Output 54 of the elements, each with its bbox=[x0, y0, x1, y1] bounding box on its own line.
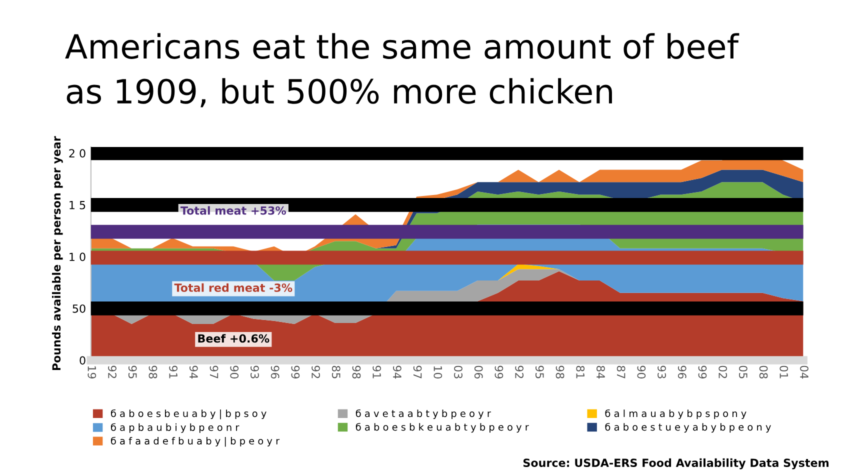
x-tick-label: 96 bbox=[678, 366, 686, 379]
ref-line-label: Beef +0.6% bbox=[198, 334, 270, 343]
x-tick-label: 02 bbox=[718, 366, 728, 378]
y-tick-label: 1 5 bbox=[70, 201, 86, 210]
x-tick-label: 96 bbox=[270, 366, 280, 379]
x-tick-label: 81 bbox=[576, 366, 585, 378]
legend-label: б a f a a d e f b u a b y | b p e o y r bbox=[110, 436, 280, 447]
x-tick-label: 85 bbox=[332, 366, 340, 378]
legend-label: б a b o e s t u e y a b y b p e o n y bbox=[605, 423, 771, 433]
x-tick-label: 92 bbox=[312, 366, 320, 378]
y-axis-title: Pounds available per person per year bbox=[52, 136, 63, 370]
legend-label: б a b o e s b k e u a b t y b p e o y r bbox=[356, 423, 529, 433]
x-tick-label: 92 bbox=[515, 366, 524, 378]
x-tick-label: 97 bbox=[210, 366, 218, 378]
legend-label: б a p b a u b i y b p e o n r bbox=[110, 423, 240, 433]
x-tick-label: 90 bbox=[637, 366, 646, 378]
x-tick-label: 05 bbox=[738, 366, 748, 378]
y-tick-label: 2 0 bbox=[69, 149, 86, 158]
x-tick-label: 91 bbox=[169, 366, 178, 378]
x-tick-label: 92 bbox=[108, 366, 116, 378]
x-tick-label: 98 bbox=[352, 366, 361, 378]
x-tick-label: 91 bbox=[372, 366, 382, 378]
x-tick-label: 90 bbox=[230, 366, 239, 378]
x-tick-label: 98 bbox=[556, 366, 564, 378]
x-tick-label: 08 bbox=[759, 366, 768, 378]
legend-label: б a b o e s b e u a b y | b p s o y bbox=[110, 409, 266, 420]
x-tick-label: 95 bbox=[128, 366, 137, 378]
x-tick-label: 03 bbox=[454, 366, 462, 378]
x-tick-label: 19 bbox=[88, 366, 96, 378]
ref-line-label: Total meat +53% bbox=[180, 206, 286, 215]
y-tick-label: 0 bbox=[80, 356, 86, 365]
x-tick-label: 01 bbox=[780, 366, 788, 378]
x-tick-label: 99 bbox=[494, 366, 504, 378]
y-tick-label: 50 bbox=[72, 304, 86, 313]
x-tick-label: 93 bbox=[250, 366, 259, 378]
x-tick-label: 10 bbox=[434, 366, 442, 378]
legend-label: б a l m a u a b y b p s p o n y bbox=[605, 409, 746, 419]
x-tick-label: 06 bbox=[474, 366, 483, 379]
source-note: Source: USDA-ERS Food Availability Data System bbox=[523, 458, 828, 470]
x-tick-label: 98 bbox=[148, 366, 158, 378]
x-tick-label: 84 bbox=[596, 366, 605, 379]
x-tick-label: 95 bbox=[535, 366, 544, 378]
y-tick-label: 1 0 bbox=[70, 252, 86, 262]
x-tick-label: 04 bbox=[800, 366, 808, 379]
legend-label: б a v e t a a b t y b p e o y r bbox=[356, 409, 491, 419]
x-tick-label: 99 bbox=[291, 366, 300, 378]
x-tick-label: 94 bbox=[189, 366, 198, 379]
chart-title: Americans eat the same amount of beef as 1909, but 500% more chicken bbox=[65, 33, 740, 108]
x-tick-label: 93 bbox=[658, 366, 666, 378]
x-tick-label: 97 bbox=[413, 366, 422, 378]
ref-line-label: Total red meat -3% bbox=[174, 283, 292, 292]
x-tick-label: 94 bbox=[392, 366, 402, 379]
x-tick-label: 99 bbox=[698, 366, 707, 378]
x-tick-label: 87 bbox=[616, 366, 626, 378]
